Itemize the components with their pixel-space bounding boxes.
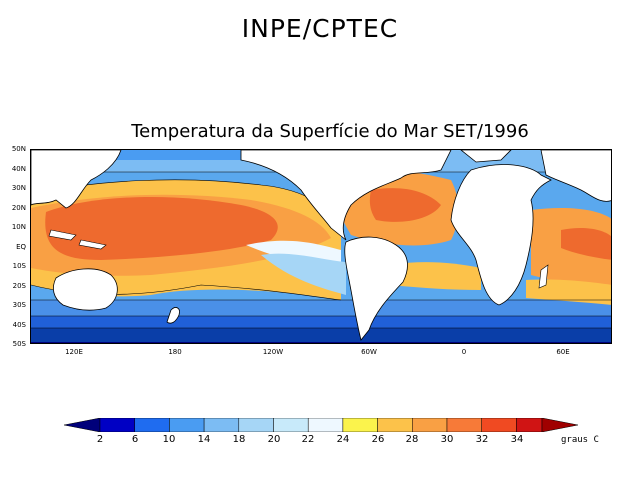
- colorbar-cell: [238, 418, 274, 432]
- tick-label-24: 24: [336, 434, 350, 445]
- lon-label-60e: 60E: [556, 348, 570, 356]
- colorbar-cell: [273, 418, 309, 432]
- colorbar-cell: [134, 418, 170, 432]
- colorbar-cell: [377, 418, 413, 432]
- lon-label-0: 0: [461, 348, 467, 356]
- colorbar-cell: [412, 418, 448, 432]
- tick-label-22: 22: [301, 434, 315, 445]
- tick-label-6: 6: [131, 434, 139, 445]
- map-title: Temperatura da Superfície do Mar SET/199…: [131, 121, 529, 142]
- colorbar-cell: [64, 418, 101, 432]
- tick-label-14: 14: [197, 434, 211, 445]
- lat-label-50s: 50S: [12, 340, 26, 348]
- tick-label-28: 28: [405, 434, 419, 445]
- colorbar: [64, 418, 578, 432]
- colorbar-cell: [99, 418, 135, 432]
- lat-label-40n: 40N: [11, 165, 26, 173]
- colorbar-cell: [481, 418, 517, 432]
- lon-label-60w: 60W: [361, 348, 377, 356]
- colorbar-cell: [446, 418, 482, 432]
- lat-label-20n: 20N: [11, 204, 26, 212]
- sst-map: [30, 149, 612, 344]
- tick-label-2: 2: [96, 434, 104, 445]
- lon-label-120w: 120W: [262, 348, 284, 356]
- colorbar-cell: [516, 418, 543, 432]
- lat-label-eq: EQ: [16, 243, 26, 251]
- tick-label-18: 18: [232, 434, 246, 445]
- tick-label-34: 34: [510, 434, 524, 445]
- colorbar-cell: [307, 418, 344, 432]
- lat-label-30s: 30S: [12, 301, 26, 309]
- colorbar-cell: [342, 418, 378, 432]
- tick-label-30: 30: [440, 434, 454, 445]
- lat-label-10n: 10N: [11, 223, 26, 231]
- lat-label-50n: 50N: [11, 145, 26, 153]
- lat-label-20s: 20S: [12, 282, 26, 290]
- lat-label-10s: 10S: [12, 262, 26, 270]
- colorbar-cell: [169, 418, 205, 432]
- tick-label-10: 10: [162, 434, 176, 445]
- lat-label-40s: 40S: [12, 321, 26, 329]
- tick-label-20: 20: [267, 434, 281, 445]
- colorbar-cell: [541, 418, 578, 432]
- colorbar-cell: [203, 418, 240, 432]
- lat-label-30n: 30N: [11, 184, 26, 192]
- lon-label-120e: 120E: [65, 348, 83, 356]
- tick-label-26: 26: [371, 434, 385, 445]
- legend-unit-label: graus C: [561, 435, 599, 445]
- page-title: INPE/CPTEC: [241, 14, 399, 43]
- lon-label-180: 180: [168, 348, 182, 356]
- tick-label-32: 32: [475, 434, 489, 445]
